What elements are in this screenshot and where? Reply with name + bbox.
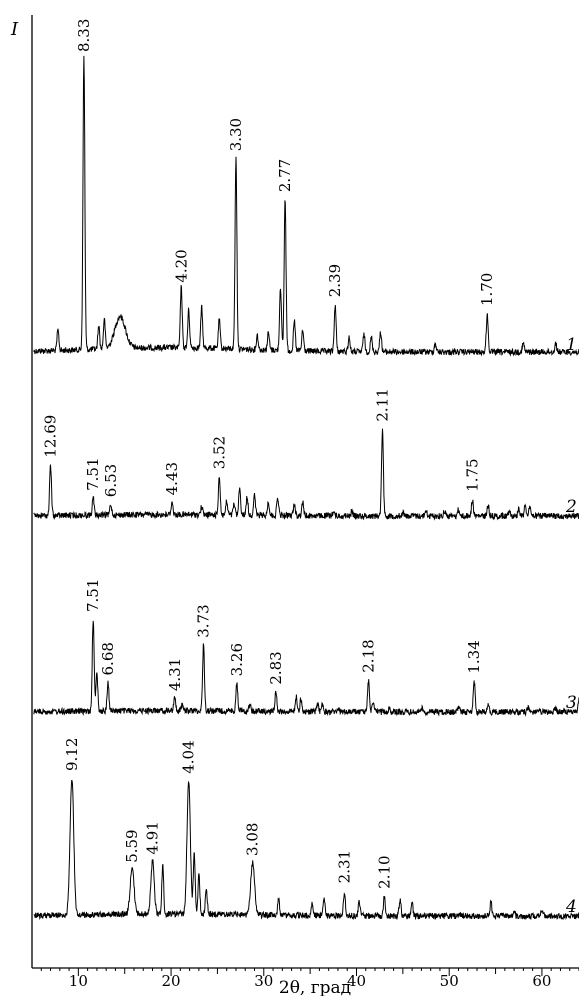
peak-label: 6.68 [99,642,117,675]
peak-label: 4.91 [144,821,162,854]
series-label: 4 [565,897,577,917]
peak-label: 3.52 [210,436,228,469]
peak-label: 7.51 [84,457,102,490]
peak-label: 3.26 [228,643,246,676]
pattern-line [33,55,579,357]
peak-label: 3.30 [227,118,245,151]
peak-label: 4.43 [163,462,181,495]
pattern-3: 7.51 6.68 4.31 3.73 3.26 2.83 2.18 1.34 3 [33,579,579,717]
x-tick-label: 10 [69,972,88,990]
x-axis-label: 2θ, град [279,978,351,996]
peak-label: 5.59 [123,829,141,862]
peak-label: 6.53 [102,464,120,497]
peak-label: 4.20 [172,249,190,282]
series-label: 2 [565,497,577,517]
pattern-line [33,428,579,521]
peak-label: 9.12 [63,738,81,771]
series-label: 3 [566,693,577,713]
peak-label: 12.69 [42,415,60,458]
pattern-line [33,620,579,717]
peak-label: 2.11 [373,388,391,421]
x-ticks: 10 20 30 40 50 60 [40,968,579,990]
x-tick-label: 60 [532,972,551,990]
peak-label: 8.33 [75,19,93,52]
peak-label: 4.31 [166,658,184,691]
peak-label: 2.18 [360,639,378,672]
pattern-4: 9.12 5.59 4.91 4.04 3.08 2.31 2.10 4 [33,738,579,921]
peak-label: 4.04 [180,740,198,773]
peak-label: 3.73 [195,604,213,637]
series-label: 1 [566,335,577,355]
x-tick-label: 30 [254,972,273,990]
peak-label: 2.77 [276,159,294,192]
x-tick-label: 40 [347,972,366,990]
peak-label: 1.70 [478,273,496,306]
peak-label: 1.34 [465,640,483,673]
y-axis-label: I [10,19,19,40]
peak-label: 2.83 [267,651,285,684]
x-tick-label: 50 [440,972,459,990]
axes: I 2θ, град [10,15,579,996]
pattern-line [33,779,579,921]
peak-label: 2.10 [375,855,393,888]
pattern-2: 12.69 7.51 6.53 4.43 3.52 2.11 1.75 2 [33,388,579,521]
peak-label: 1.75 [463,458,481,491]
pattern-1: 8.33 4.20 3.30 2.77 2.39 1.70 1 [33,19,579,357]
peak-label: 2.39 [326,264,344,297]
peak-label: 7.51 [84,579,102,612]
x-tick-label: 20 [162,972,181,990]
peak-label: 2.31 [335,850,353,883]
peak-label: 3.08 [244,823,262,856]
